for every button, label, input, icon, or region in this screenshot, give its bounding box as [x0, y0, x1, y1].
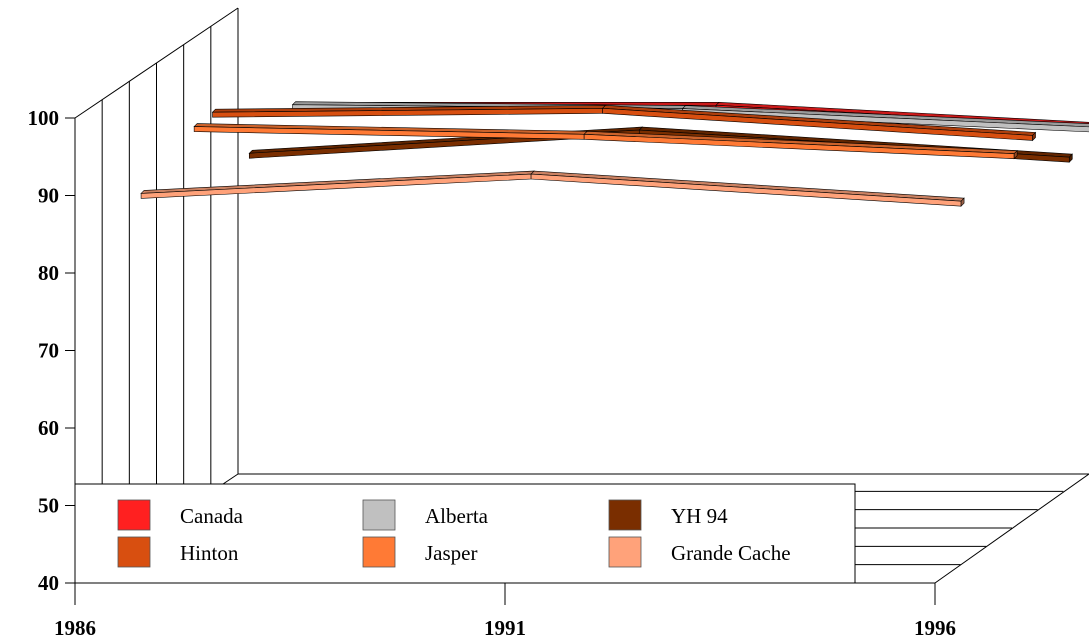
- series-end-cap: [1068, 153, 1073, 163]
- y-axis: 40 50 60 70 80 90 100: [28, 106, 75, 595]
- legend-label-hinton: Hinton: [180, 541, 239, 565]
- legend-label-jasper: Jasper: [425, 541, 477, 565]
- y-tick-label: 40: [38, 571, 59, 595]
- legend-swatch-jasper: [362, 536, 396, 568]
- series-layer: [140, 101, 1089, 207]
- series-end-cap: [1032, 131, 1036, 142]
- y-tick-label: 80: [38, 261, 59, 285]
- x-tick-label: 1991: [484, 616, 526, 640]
- x-axis: 1986 1991 1996: [54, 582, 956, 640]
- series-segment-top: [530, 170, 965, 202]
- y-tick-label: 70: [38, 339, 59, 363]
- series-jasper: [193, 123, 1018, 160]
- series-segment: [530, 173, 962, 207]
- y-tick-label: 60: [38, 416, 59, 440]
- series-hinton: [211, 105, 1037, 142]
- legend-box: [74, 483, 856, 584]
- legend-label-alberta: Alberta: [425, 504, 489, 528]
- series-grande-cache: [140, 170, 965, 207]
- y-tick-label: 50: [38, 494, 59, 518]
- legend-swatch-grande-cache: [608, 536, 642, 568]
- series-segment: [140, 173, 532, 199]
- series-end-cap: [960, 197, 965, 207]
- series-end-cap: [1013, 149, 1018, 160]
- depth-lines: [101, 26, 212, 565]
- legend-swatch-yh-94: [608, 499, 642, 531]
- legend-label-grande-cache: Grande Cache: [671, 541, 791, 565]
- legend-swatch-hinton: [117, 536, 151, 568]
- series-segment-top: [140, 170, 535, 194]
- legend-label-canada: Canada: [180, 504, 244, 528]
- x-tick-label: 1996: [914, 616, 956, 640]
- x-tick-label: 1986: [54, 616, 96, 640]
- legend-swatch-alberta: [362, 499, 396, 531]
- legend-swatch-canada: [117, 499, 151, 531]
- legend-label-yh-94: YH 94: [671, 504, 728, 528]
- legend: Canada Alberta YH 94 Hinton Jasper Grande Cac…: [74, 483, 856, 584]
- y-tick-label: 90: [38, 184, 59, 208]
- y-tick-label: 100: [28, 106, 60, 130]
